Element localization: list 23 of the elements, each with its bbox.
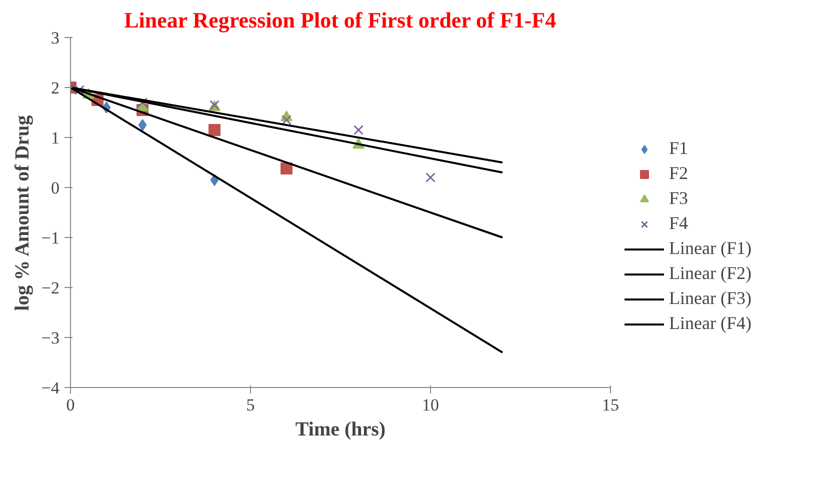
legend-label: Linear (F1) bbox=[669, 238, 752, 259]
y-tick-label: −2 bbox=[41, 278, 60, 298]
x-tick-label: 0 bbox=[66, 396, 75, 414]
y-tick-label: −3 bbox=[41, 328, 60, 348]
legend-label: Linear (F2) bbox=[669, 263, 752, 284]
x-tick-label: 5 bbox=[246, 396, 255, 414]
x-tick-label: 10 bbox=[422, 396, 439, 414]
legend-label: F4 bbox=[669, 213, 689, 234]
chart-title: Linear Regression Plot of First order of F1-F4 bbox=[124, 8, 556, 32]
legend-label: F3 bbox=[669, 188, 689, 209]
x-tick-label: 15 bbox=[602, 396, 619, 414]
y-axis-title: log % Amount of Drug bbox=[11, 115, 34, 311]
y-tick-label: 0 bbox=[51, 178, 60, 198]
y-tick-label: −1 bbox=[41, 228, 60, 248]
y-tick-label: 3 bbox=[51, 28, 60, 48]
legend-label: Linear (F3) bbox=[669, 288, 752, 309]
y-tick-label: 2 bbox=[51, 78, 60, 98]
legend-label: Linear (F4) bbox=[669, 313, 752, 334]
y-tick-label: −4 bbox=[41, 378, 60, 398]
legend-label: F1 bbox=[669, 138, 689, 159]
y-tick-label: 1 bbox=[51, 128, 60, 148]
legend-label: F2 bbox=[669, 163, 689, 184]
x-axis-title: Time (hrs) bbox=[295, 418, 386, 440]
